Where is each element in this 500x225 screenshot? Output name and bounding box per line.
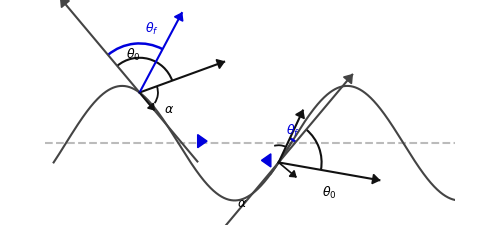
Polygon shape: [290, 171, 296, 177]
Polygon shape: [344, 75, 352, 84]
Text: $\theta_f$: $\theta_f$: [145, 21, 158, 37]
Polygon shape: [372, 174, 380, 184]
Text: $\alpha$: $\alpha$: [164, 103, 174, 116]
Polygon shape: [198, 135, 207, 148]
Text: $\theta_0$: $\theta_0$: [322, 185, 336, 201]
Polygon shape: [148, 103, 154, 110]
Polygon shape: [216, 60, 224, 68]
Polygon shape: [174, 13, 183, 21]
Text: $\alpha$: $\alpha$: [237, 197, 247, 210]
Polygon shape: [296, 110, 304, 119]
Polygon shape: [262, 154, 271, 167]
Polygon shape: [60, 0, 70, 7]
Text: $\theta_f$: $\theta_f$: [286, 123, 300, 139]
Text: $\theta_0$: $\theta_0$: [126, 47, 140, 63]
